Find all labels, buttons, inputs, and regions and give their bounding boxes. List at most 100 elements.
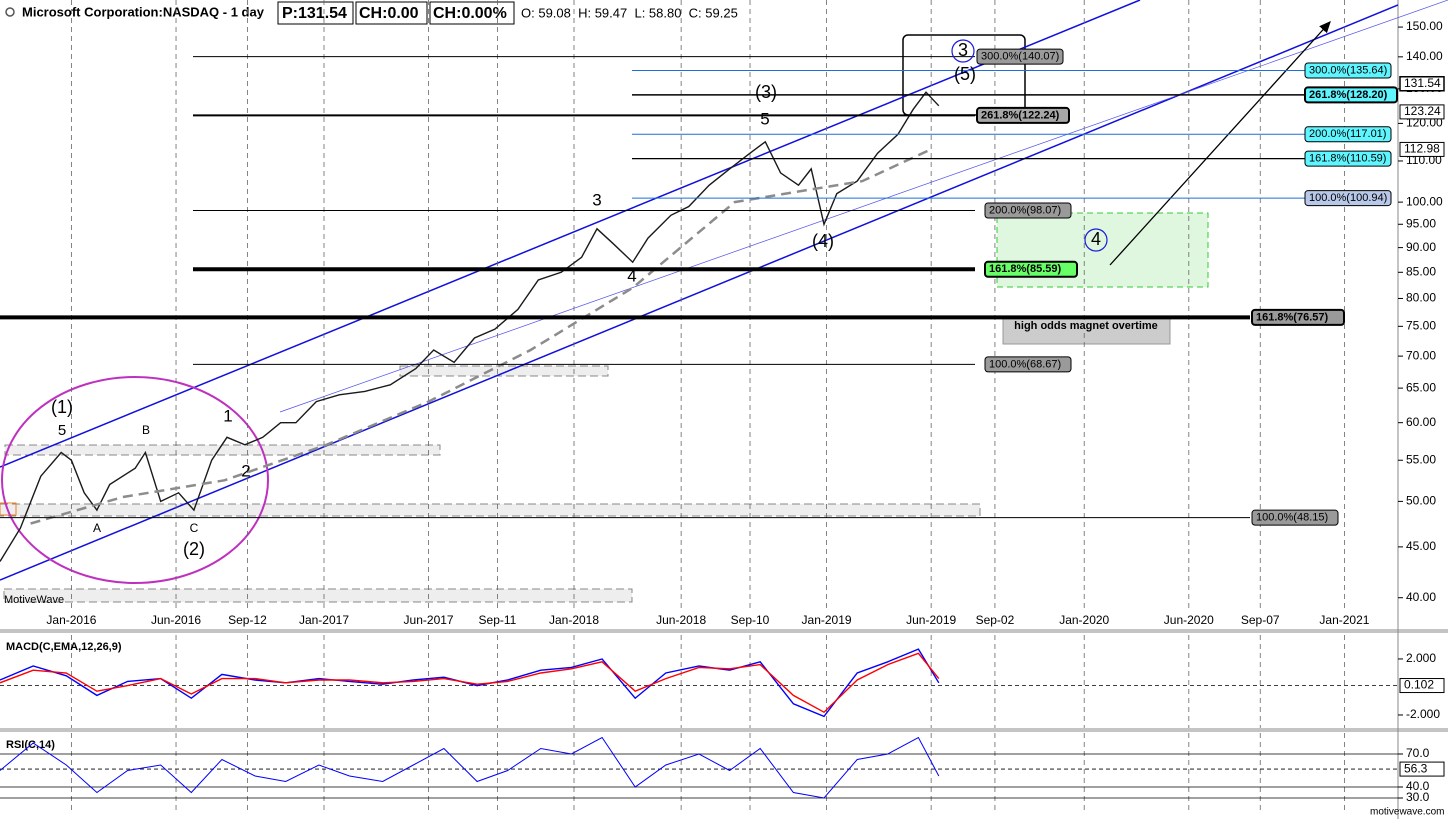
fib-label: 200.0%(98.07) [989,204,1061,216]
x-tick-label: Sep-11 [479,613,517,627]
annotation: (2) [183,539,205,559]
value-marker-box [1399,104,1445,120]
y-tick-label: 95.00 [1406,216,1436,230]
price-box [3,588,633,603]
note-box [1002,317,1171,345]
series-line [0,91,940,562]
y-tick-label: 75.00 [1406,318,1436,332]
price-box [0,503,981,517]
annotation: 4 [1091,229,1101,249]
y-tick-label: 65.00 [1406,380,1436,394]
annotation: 5 [58,422,66,439]
arrow [1109,21,1331,266]
value-marker-box [1399,76,1445,92]
y-tick-label: 30.0 [1406,790,1430,804]
fib-label: 161.8%(76.57) [1256,311,1328,323]
price-box [399,365,609,377]
fib-label-box [1304,190,1392,207]
fib-label-box [984,356,1072,373]
fib-label: 300.0%(135.64) [1309,64,1387,76]
fib-label-box [984,202,1072,219]
fib-label: 100.0%(68.67) [989,358,1061,370]
y-tick-label: 70.0 [1406,746,1430,760]
x-tick-label: Jan-2016 [46,613,96,627]
annotation: A [93,521,101,535]
link-icon [5,7,15,17]
annotation: 3 [592,190,601,209]
change-pct: CH:0.00% [433,5,507,22]
annotation: (4) [812,231,834,251]
x-tick-label: Jun-2019 [906,613,956,627]
value-marker-label: 123.24 [1404,104,1441,118]
y-tick-label: 60.00 [1406,415,1436,429]
y-tick-label: 150.00 [1406,19,1443,33]
value-marker-label: 112.98 [1404,142,1440,156]
x-tick-label: Jan-2018 [549,613,599,627]
value-marker-label: 56.3 [1404,761,1428,775]
value-marker-label: 0.102 [1404,678,1434,692]
fib-label-box [1251,308,1345,326]
fib-label: 300.0%(140.07) [981,51,1059,63]
fib-label-box [1304,126,1392,143]
y-tick-label: 90.00 [1406,240,1436,254]
x-tick-label: Jun-2016 [151,613,201,627]
fib-label-box [1304,150,1392,167]
y-tick-label: 140.00 [1406,49,1443,63]
footer: motivewave.com [1370,807,1444,818]
annotation: 5 [760,109,769,128]
x-tick-label: Jan-2021 [1319,613,1369,627]
value-marker-label: 131.54 [1404,76,1441,90]
channel-line [0,4,1399,581]
x-tick-label: Sep-10 [731,613,770,627]
annotation: 4 [627,266,636,285]
value-marker-box [1399,761,1445,777]
watermark: MotiveWave [4,594,64,606]
x-tick-label: Jan-2017 [299,613,349,627]
x-tick-label: Sep-12 [228,613,267,627]
change: CH:0.00 [359,5,419,22]
channel-line [0,0,1141,468]
y-tick-label: 40.0 [1406,779,1430,793]
y-tick-label: 85.00 [1406,264,1436,278]
series-line [0,652,940,714]
annotation: (1) [51,397,73,417]
price: P:131.54 [282,5,347,22]
fib-label-box [976,48,1064,65]
y-tick-label: 100.00 [1406,194,1443,208]
fib-label: 261.8%(122.24) [981,109,1060,121]
series-line [30,148,932,525]
y-tick-label: -2.000 [1406,707,1440,721]
annotation: C [190,521,199,535]
annotation: (5) [954,64,976,84]
x-tick-label: Sep-07 [1241,613,1280,627]
fib-label-box [1251,509,1339,526]
fib-label-box [984,260,1078,278]
fib-label: 100.0%(100.94) [1309,192,1387,204]
y-tick-label: 80.00 [1406,291,1436,305]
x-tick-label: Jan-2019 [802,613,852,627]
fib-label-box [1304,62,1392,79]
y-tick-label: 45.00 [1406,539,1436,553]
ellipse [1,376,269,584]
channel-line [279,0,1448,413]
price-box [0,502,17,516]
annotation: (3) [755,82,777,102]
ohlc: O: 59.08 H: 59.47 L: 58.80 C: 59.25 [521,5,738,20]
price-box [4,444,441,456]
fib-label: 100.0%(48.15) [1256,512,1328,524]
x-tick-label: Sep-02 [976,613,1015,627]
panel-title: MACD(C,EMA,12,26,9) [6,641,122,653]
y-tick-label: 2.000 [1406,651,1436,665]
y-tick-label: 70.00 [1406,348,1436,362]
x-tick-label: Jan-2020 [1059,613,1109,627]
annotation-circle [1084,228,1108,252]
x-tick-label: Jun-2020 [1164,613,1214,627]
fib-label-box [1304,86,1398,104]
value-marker-box [1399,141,1445,157]
annotation: 1 [223,406,232,425]
fib-label: 161.8%(85.59) [989,263,1061,275]
fib-label: 200.0%(117.01) [1309,128,1386,140]
annotation: high odds magnet overtime [1014,320,1158,332]
x-tick-label: Jun-2018 [656,613,706,627]
